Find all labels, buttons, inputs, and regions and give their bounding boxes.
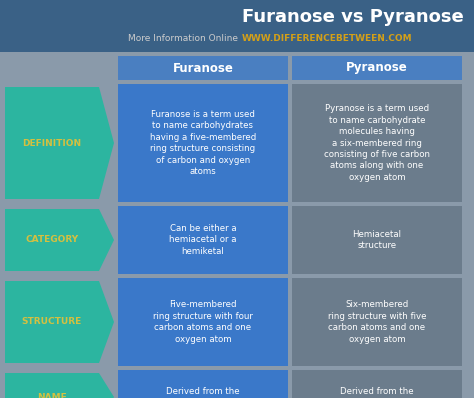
Text: WWW.DIFFERENCEBETWEEN.COM: WWW.DIFFERENCEBETWEEN.COM (242, 34, 413, 43)
FancyBboxPatch shape (292, 278, 462, 366)
Text: Derived from the
name “pyran”: Derived from the name “pyran” (340, 387, 414, 398)
Polygon shape (5, 373, 114, 398)
Text: Furanose is a term used
to name carbohydrates
having a five-membered
ring struct: Furanose is a term used to name carbohyd… (150, 110, 256, 176)
FancyBboxPatch shape (118, 206, 288, 274)
FancyBboxPatch shape (118, 370, 288, 398)
Text: CATEGORY: CATEGORY (26, 236, 79, 244)
Polygon shape (5, 209, 114, 271)
FancyBboxPatch shape (292, 206, 462, 274)
Text: STRUCTURE: STRUCTURE (22, 318, 82, 326)
Polygon shape (5, 87, 114, 199)
Text: Hemiacetal
structure: Hemiacetal structure (353, 230, 401, 250)
FancyBboxPatch shape (118, 56, 288, 80)
Text: Derived from the
name “furan”: Derived from the name “furan” (166, 387, 240, 398)
Text: Six-membered
ring structure with five
carbon atoms and one
oxygen atom: Six-membered ring structure with five ca… (328, 300, 426, 344)
FancyBboxPatch shape (0, 0, 474, 52)
Text: Five-membered
ring structure with four
carbon atoms and one
oxygen atom: Five-membered ring structure with four c… (153, 300, 253, 344)
FancyBboxPatch shape (292, 84, 462, 202)
Polygon shape (5, 281, 114, 363)
Text: Pyranose: Pyranose (346, 62, 408, 74)
Text: Can be either a
hemiacetal or a
hemiketal: Can be either a hemiacetal or a hemiketa… (169, 224, 237, 256)
Text: Furanose vs Pyranose: Furanose vs Pyranose (242, 8, 464, 26)
FancyBboxPatch shape (292, 370, 462, 398)
FancyBboxPatch shape (118, 84, 288, 202)
Text: More Information Online: More Information Online (128, 34, 238, 43)
FancyBboxPatch shape (292, 56, 462, 80)
Text: NAME: NAME (37, 392, 67, 398)
Text: DEFINITION: DEFINITION (22, 139, 82, 148)
Text: Pyranose is a term used
to name carbohydrate
molecules having
a six-membered rin: Pyranose is a term used to name carbohyd… (324, 104, 430, 182)
Text: Furanose: Furanose (173, 62, 233, 74)
FancyBboxPatch shape (118, 278, 288, 366)
